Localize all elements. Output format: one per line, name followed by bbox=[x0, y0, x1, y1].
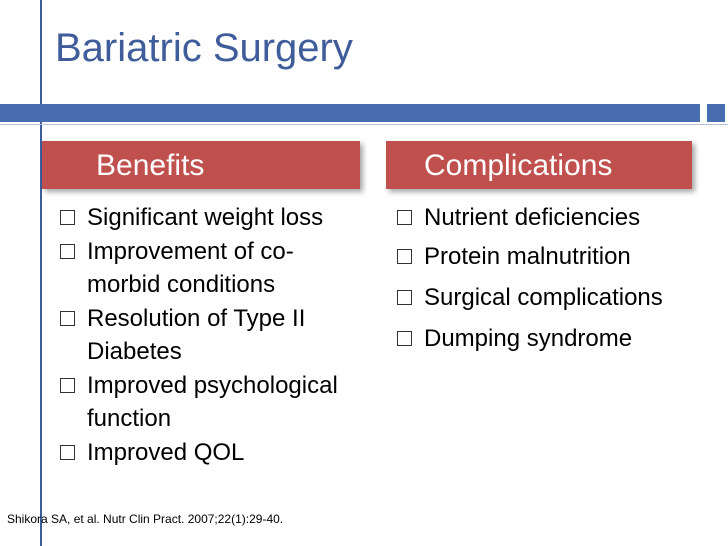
benefit-item: Improvement of co-morbid conditions bbox=[58, 235, 358, 301]
title-divider-square bbox=[707, 104, 725, 122]
complication-item: Nutrient deficiencies bbox=[395, 201, 695, 234]
complications-list: Nutrient deficiencies Protein malnutriti… bbox=[395, 201, 695, 363]
benefit-item-text: Resolution of Type II Diabetes bbox=[87, 305, 306, 365]
benefit-item: Improved psychological function bbox=[58, 369, 358, 435]
square-bullet-icon bbox=[397, 249, 412, 264]
slide-title: Bariatric Surgery bbox=[55, 26, 353, 70]
benefit-item-text: Improved QOL bbox=[87, 439, 245, 466]
benefit-item: Resolution of Type II Diabetes bbox=[58, 302, 358, 368]
square-bullet-icon bbox=[397, 331, 412, 346]
complication-item-text: Surgical complications bbox=[424, 284, 663, 311]
square-bullet-icon bbox=[60, 244, 75, 259]
benefit-item: Significant weight loss bbox=[58, 201, 358, 234]
complication-item-text: Dumping syndrome bbox=[424, 325, 633, 352]
left-vertical-rule bbox=[40, 0, 42, 546]
complication-item: Dumping syndrome bbox=[395, 322, 695, 355]
complication-item: Surgical complications bbox=[395, 281, 695, 314]
square-bullet-icon bbox=[397, 290, 412, 305]
title-divider-line bbox=[0, 124, 728, 125]
citation: Shikora SA, et al. Nutr Clin Pract. 2007… bbox=[7, 512, 284, 526]
square-bullet-icon bbox=[60, 445, 75, 460]
complications-header: Complications bbox=[386, 141, 692, 189]
square-bullet-icon bbox=[60, 210, 75, 225]
complication-item: Protein malnutrition bbox=[395, 240, 695, 273]
benefits-list: Significant weight loss Improvement of c… bbox=[58, 201, 358, 470]
complication-item-text: Nutrient deficiencies bbox=[424, 204, 641, 231]
benefits-header: Benefits bbox=[42, 141, 360, 189]
square-bullet-icon bbox=[397, 210, 412, 225]
benefit-item: Improved QOL bbox=[58, 436, 358, 469]
benefit-item-text: Improved psychological function bbox=[87, 372, 338, 432]
square-bullet-icon bbox=[60, 311, 75, 326]
benefit-item-text: Significant weight loss bbox=[87, 204, 324, 231]
complication-item-text: Protein malnutrition bbox=[424, 243, 631, 270]
square-bullet-icon bbox=[60, 378, 75, 393]
benefit-item-text: Improvement of co-morbid conditions bbox=[87, 238, 294, 298]
title-divider-bar bbox=[0, 104, 700, 122]
